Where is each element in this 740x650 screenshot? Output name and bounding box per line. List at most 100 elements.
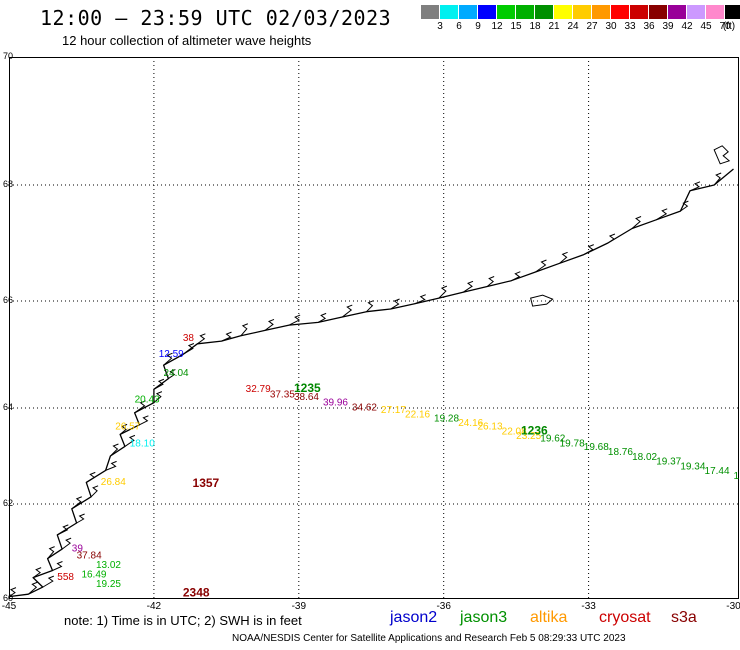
color-scale-label: 9	[475, 21, 481, 32]
wave-height-value: 19.78	[560, 438, 585, 449]
wave-height-value: 32.79	[246, 384, 271, 395]
fjord-inlet	[52, 561, 63, 571]
color-scale-label: 42	[681, 21, 693, 32]
fjord-inlet	[713, 172, 722, 186]
color-swatch	[630, 5, 649, 19]
color-swatch	[478, 5, 497, 19]
color-scale-label: 70	[719, 21, 731, 32]
wave-height-value: 38	[183, 333, 195, 344]
wave-height-value: 18.76	[608, 447, 633, 458]
wave-height-value: 18.20	[734, 471, 740, 482]
fjord-inlet	[288, 314, 301, 326]
wave-height-value: 26.13	[478, 422, 503, 433]
y-tick-label: 68	[3, 179, 14, 189]
color-scale-label: 36	[643, 21, 655, 32]
wave-height-value: 19.25	[96, 579, 121, 590]
wave-height-value: 19.34	[680, 461, 705, 472]
wave-height-map: 32.79 37.35 38.64 39.96 34.62 1235 27.17 22.16 1…	[9, 57, 739, 599]
map-frame	[9, 57, 739, 599]
fjord-inlet	[27, 581, 38, 595]
fjord-inlet	[47, 546, 55, 559]
fjord-inlet	[134, 400, 146, 414]
color-scale	[421, 5, 740, 19]
x-tick-label: -36	[436, 601, 451, 612]
color-swatch	[668, 5, 687, 19]
fjord-inlet	[438, 285, 448, 299]
x-tick-label: -42	[146, 601, 162, 612]
color-scale-label: 27	[586, 21, 598, 32]
fjord-inlet	[71, 496, 82, 510]
color-swatch	[687, 5, 706, 19]
color-swatch	[592, 5, 611, 19]
color-scale-label: 33	[624, 21, 636, 32]
fjord-inlet	[655, 208, 668, 221]
coast-island	[713, 145, 731, 165]
fjord-inlet	[119, 423, 128, 435]
fjord-inlet	[317, 312, 327, 323]
color-scale-label: 39	[662, 21, 674, 32]
fjord-inlet	[535, 259, 547, 273]
fjord-inlet	[264, 318, 275, 331]
color-scale-label: 21	[548, 21, 560, 32]
color-swatch	[649, 5, 668, 19]
fjord-inlet	[86, 471, 96, 483]
pass-time-label: 1236	[521, 423, 548, 437]
pass-time-label: 2348	[183, 586, 210, 599]
wave-height-value: 26.84	[101, 477, 126, 488]
fjord-inlet	[607, 233, 616, 244]
wave-height-value: 39	[72, 544, 84, 555]
color-scale-label: 3	[437, 21, 443, 32]
y-tick-label: 70	[3, 51, 14, 61]
color-swatch	[440, 5, 459, 19]
color-scale-label: (ft)	[722, 21, 736, 32]
wave-height-value: 558	[57, 572, 74, 583]
wave-height-value: 19.68	[584, 442, 609, 453]
wave-height-value: 23.25	[516, 431, 541, 442]
color-swatch	[706, 5, 725, 19]
fjord-inlet	[61, 537, 72, 550]
fjord-inlet	[57, 524, 69, 536]
color-scale-label: 45	[700, 21, 712, 32]
color-swatch	[497, 5, 516, 19]
wave-height-value: 19.37	[656, 457, 681, 468]
wave-height-value: 18.10	[130, 438, 155, 449]
fjord-inlet	[583, 244, 594, 256]
color-scale-labels: 3 6 9 12 15 18 21 24 27 30 33 36 39 42 45 70 (ft)	[421, 21, 740, 33]
y-tick-label: 60	[3, 593, 14, 603]
fjord-inlet	[42, 575, 54, 588]
fjord-inlet	[32, 567, 42, 579]
fjord-inlet	[197, 333, 206, 345]
wave-height-value: 37.84	[77, 551, 102, 562]
color-swatch	[554, 5, 573, 19]
color-swatch	[725, 5, 740, 19]
wave-height-value: 13.02	[96, 560, 121, 571]
wave-height-value: 38.64	[294, 392, 319, 403]
color-scale-label: 18	[529, 21, 541, 32]
fjord-inlet	[631, 216, 642, 229]
fjord-inlet	[90, 485, 99, 498]
fjord-inlet	[680, 200, 689, 212]
fjord-inlet	[511, 271, 521, 282]
x-tick-label: -33	[581, 601, 596, 612]
pass-time-label: 1357	[193, 476, 220, 490]
color-scale-label: 24	[567, 21, 579, 32]
wave-height-value: 34.62	[352, 402, 377, 413]
wave-height-value: 17.44	[705, 466, 730, 477]
fjord-inlet	[139, 415, 149, 426]
satellite-legend-jason3: jason3	[460, 609, 508, 626]
color-swatch	[421, 5, 440, 19]
satellite-legend-jason2: jason2	[390, 609, 438, 626]
wave-height-value: 16.49	[81, 570, 106, 581]
satellite-legend-cryosat: cryosat	[599, 609, 651, 626]
wave-height-value: 26.57	[115, 422, 140, 433]
color-swatch	[535, 5, 554, 19]
color-swatch	[611, 5, 630, 19]
wave-height-value: 39.96	[323, 397, 348, 408]
fjord-inlet	[486, 276, 495, 287]
satellite-legend-altika: altika	[530, 609, 568, 626]
fjord-inlet	[76, 513, 85, 524]
wave-height-value: 18.02	[632, 452, 657, 463]
wave-height-value: 24.04	[164, 368, 189, 379]
color-swatch	[516, 5, 535, 19]
wave-height-value: 27.17	[381, 405, 406, 416]
